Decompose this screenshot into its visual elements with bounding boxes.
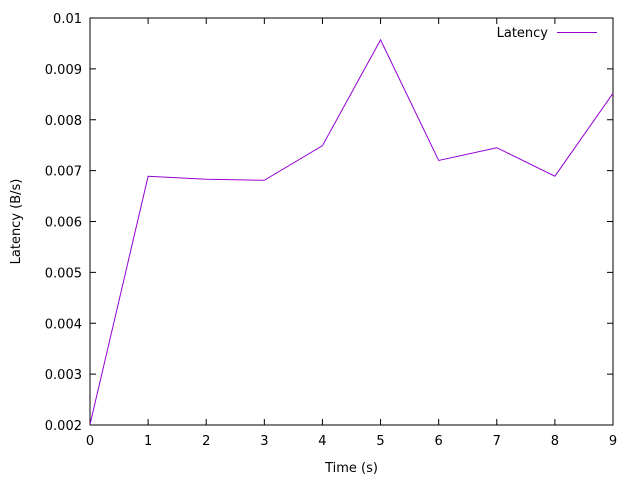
x-tick-label: 5 bbox=[376, 434, 384, 449]
y-tick-label: 0.004 bbox=[45, 317, 82, 332]
y-tick-label: 0.003 bbox=[45, 368, 82, 383]
legend-label: Latency bbox=[497, 26, 549, 41]
x-tick-label: 2 bbox=[202, 434, 210, 449]
y-tick-label: 0.008 bbox=[45, 114, 82, 129]
y-tick-label: 0.006 bbox=[45, 216, 82, 231]
y-tick-label: 0.002 bbox=[45, 419, 82, 434]
x-tick-label: 1 bbox=[144, 434, 152, 449]
y-tick-label: 0.009 bbox=[45, 63, 82, 78]
y-tick-label: 0.005 bbox=[45, 266, 82, 281]
series-layer bbox=[89, 38, 614, 425]
legend: Latency bbox=[497, 26, 597, 41]
plot-frame bbox=[89, 17, 614, 426]
x-tick-label: 8 bbox=[551, 434, 559, 449]
y-tick-label: 0.007 bbox=[45, 165, 82, 180]
x-tick-label: 3 bbox=[260, 434, 268, 449]
y-tick-label: 0.01 bbox=[53, 12, 82, 27]
x-tick-label: 0 bbox=[86, 434, 94, 449]
x-axis-label: Time (s) bbox=[324, 461, 378, 476]
series-line-latency bbox=[89, 38, 614, 425]
x-tick-label: 4 bbox=[318, 434, 326, 449]
x-tick-label: 7 bbox=[493, 434, 501, 449]
x-tick-label: 9 bbox=[609, 434, 617, 449]
y-axis-label: Latency (B/s) bbox=[9, 179, 24, 265]
y-axis-ticks: 0.002 0.003 0.004 0.005 0.006 0.007 0.008 0.009… bbox=[45, 12, 613, 434]
x-tick-label: 6 bbox=[435, 434, 443, 449]
x-axis-ticks: 0 1 2 3 4 5 6 7 8 9 bbox=[86, 18, 617, 449]
